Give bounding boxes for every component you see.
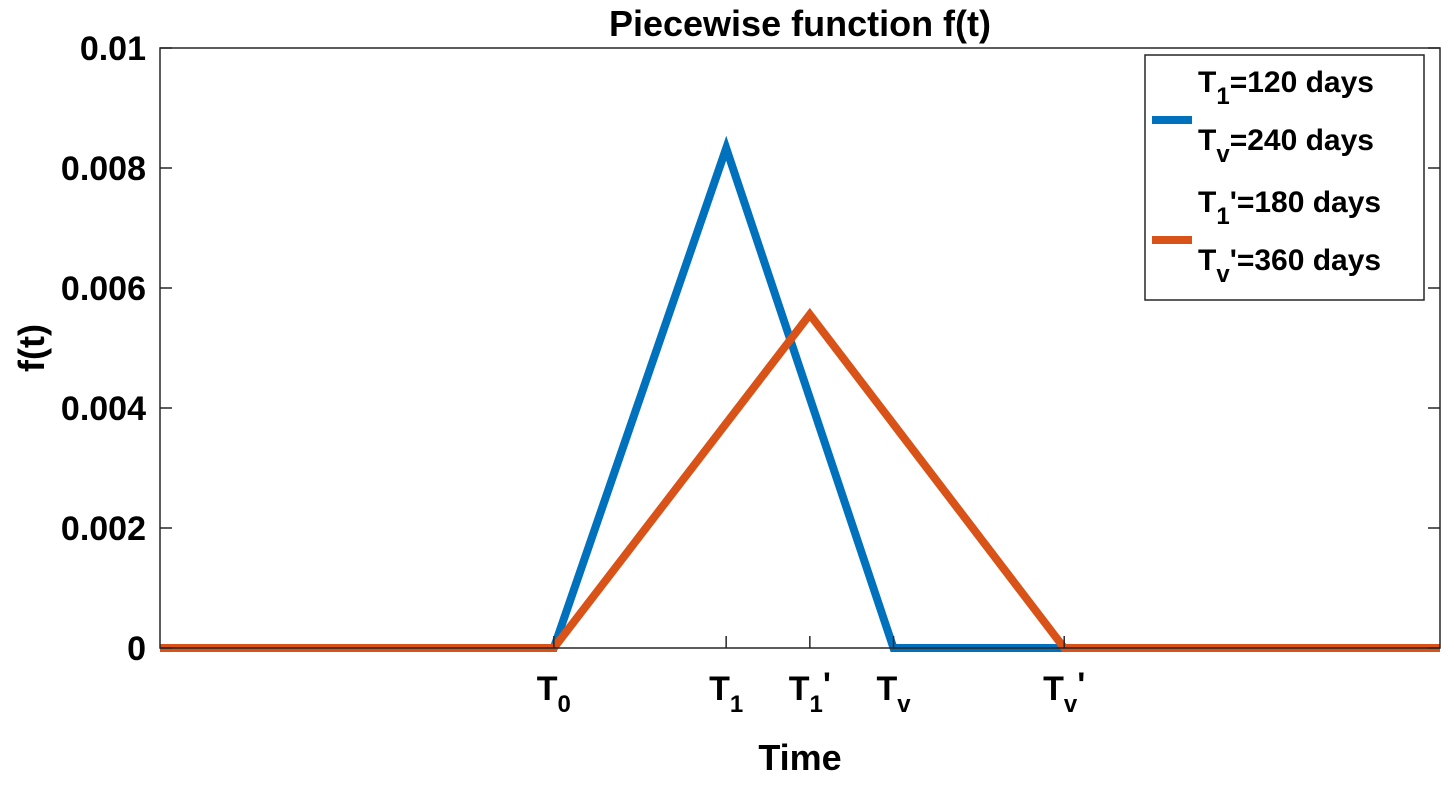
x-axis-label: Time <box>758 737 841 778</box>
legend-label: Tv=240 days <box>1198 124 1374 168</box>
legend-box <box>1144 54 1425 301</box>
chart-title: Piecewise function f(t) <box>609 3 991 44</box>
y-tick-label: 0.008 <box>61 150 146 188</box>
y-axis-label: f(t) <box>11 324 52 372</box>
x-axis: T0 T1 T1' Tv Tv' <box>537 636 1085 718</box>
y-axis: 0 0.002 0.004 0.006 0.008 0.01 <box>61 30 1440 668</box>
x-tick-label: T1' <box>789 666 831 718</box>
plot-frame <box>159 47 1441 649</box>
x-tick-label: T1 <box>709 670 743 718</box>
y-tick-label: 0.01 <box>80 30 146 68</box>
y-tick-label: 0.004 <box>61 390 146 428</box>
x-tick-label: Tv' <box>1043 666 1085 718</box>
legend-label: T1'=180 days <box>1198 186 1381 230</box>
x-tick-label: Tv <box>876 670 911 718</box>
legend-label: Tv'=360 days <box>1198 244 1381 288</box>
x-tick-label: T0 <box>537 670 571 718</box>
legend-label: T1=120 days <box>1198 66 1374 110</box>
y-tick-label: 0.006 <box>61 270 146 308</box>
y-tick-label: 0.002 <box>61 510 146 548</box>
y-tick-label: 0 <box>127 630 146 668</box>
legend: T1=120 days Tv=240 days T1'=180 days Tv'=36… <box>1144 54 1425 301</box>
